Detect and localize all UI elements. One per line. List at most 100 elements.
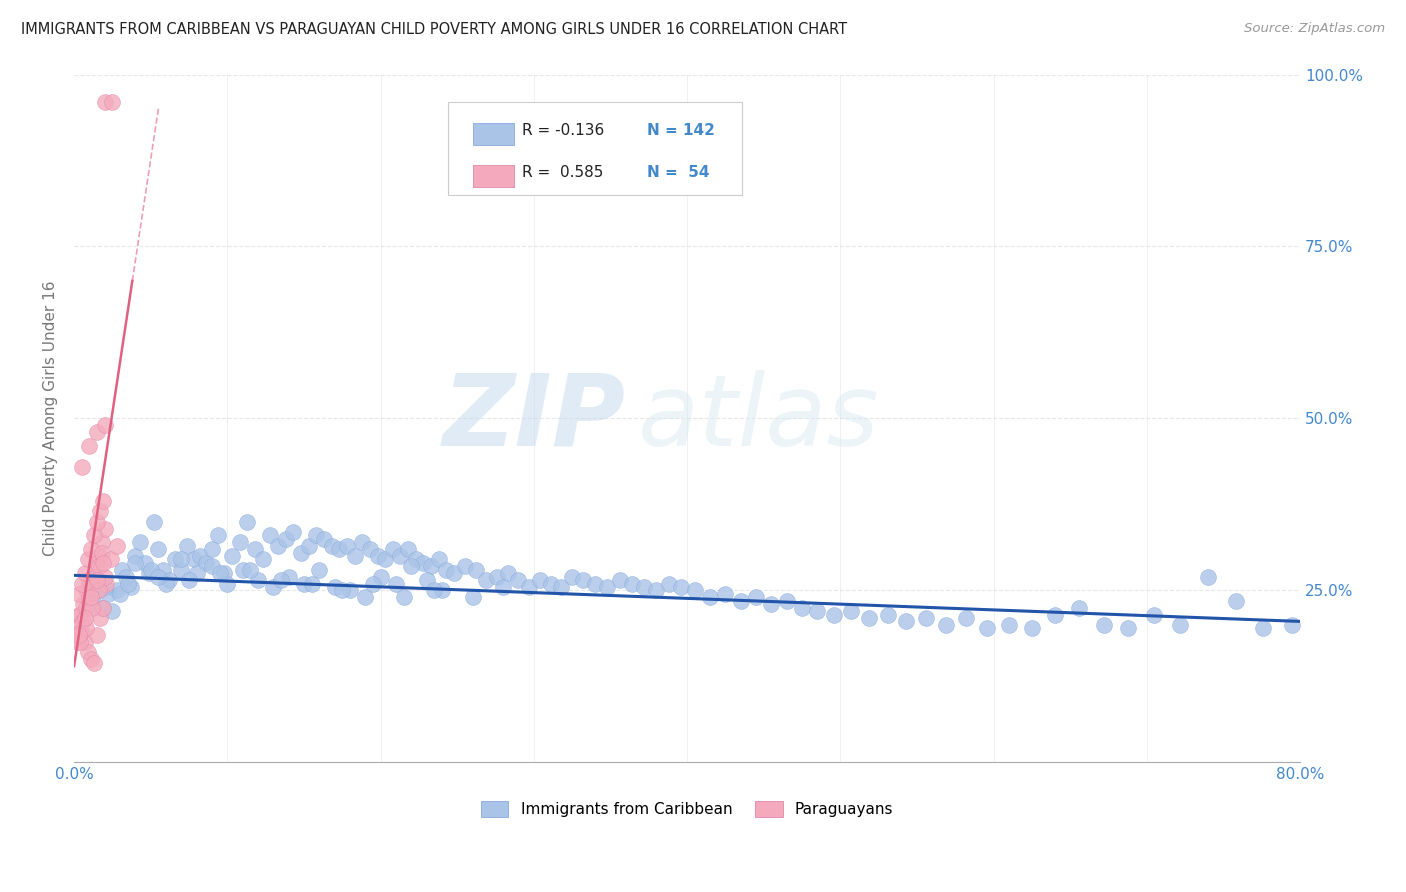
Point [312,532,335,546]
Point [464,563,486,577]
Point [823,607,845,622]
Point [87,549,110,563]
Point [80,542,103,557]
Point [436,563,458,577]
Point [427,552,450,566]
Point [259,528,281,542]
Point [699,591,721,605]
Point [201,559,224,574]
Point [761,597,783,611]
Point [124,549,146,563]
Point [561,570,583,584]
Point [389,549,412,563]
Point [583,576,606,591]
Point [90,546,112,560]
Point [232,563,254,577]
Point [609,573,631,587]
Point [91,494,114,508]
Point [486,570,509,584]
Point [374,552,396,566]
Point [186,566,208,581]
Point [714,587,737,601]
Point [72,615,94,629]
Point [292,576,315,591]
Point [93,418,115,433]
Point [90,535,112,549]
Point [221,549,243,563]
Point [443,566,465,581]
Point [858,611,880,625]
Point [385,576,408,591]
Point [508,573,530,587]
Point [214,566,236,581]
Point [1143,607,1166,622]
Point [396,542,419,557]
Point [669,580,692,594]
Point [176,539,198,553]
Point [381,542,404,557]
Point [305,528,328,542]
Point [274,532,297,546]
Text: ZIP: ZIP [443,370,626,467]
Text: Source: ZipAtlas.com: Source: ZipAtlas.com [1244,22,1385,36]
Point [323,580,346,594]
Point [148,542,170,557]
Text: R = -0.136: R = -0.136 [522,123,603,138]
Point [492,580,515,594]
Point [876,607,898,622]
Point [392,591,415,605]
Point [77,645,100,659]
Point [243,542,266,557]
Point [165,552,187,566]
Point [1225,594,1247,608]
Point [139,563,162,577]
Point [86,573,108,587]
Point [89,611,111,625]
Point [359,542,381,557]
Point [82,570,104,584]
Point [806,604,828,618]
Point [115,570,138,584]
Point [745,591,768,605]
Point [1197,570,1219,584]
Point [301,576,323,591]
Point [87,583,110,598]
Point [80,652,103,666]
Text: N = 142: N = 142 [647,123,714,138]
Point [1021,621,1043,635]
Point [188,549,211,563]
Point [270,573,292,587]
Point [93,95,115,109]
Point [73,611,96,625]
Point [91,600,114,615]
Point [572,573,595,587]
Point [208,566,231,581]
Point [73,566,96,581]
Point [170,552,193,566]
Point [66,618,89,632]
Point [683,583,706,598]
Point [91,556,114,570]
Point [80,591,103,605]
Point [82,600,104,615]
Point [529,573,551,587]
Point [321,539,343,553]
Point [1118,621,1140,635]
Point [370,570,392,584]
Point [399,559,422,574]
Point [517,580,540,594]
Point [1170,618,1192,632]
Point [69,624,91,639]
Point [239,563,262,577]
Point [277,570,299,584]
Point [262,580,284,594]
Point [70,624,93,639]
Point [83,656,105,670]
Point [183,552,205,566]
Point [177,573,200,587]
Point [82,580,104,594]
Point [84,570,107,584]
Point [73,635,96,649]
Text: atlas: atlas [638,370,880,467]
Point [91,600,114,615]
